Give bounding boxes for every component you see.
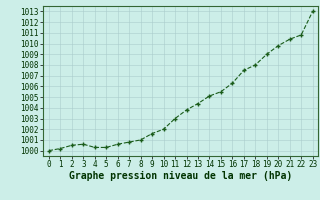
X-axis label: Graphe pression niveau de la mer (hPa): Graphe pression niveau de la mer (hPa): [69, 171, 292, 181]
